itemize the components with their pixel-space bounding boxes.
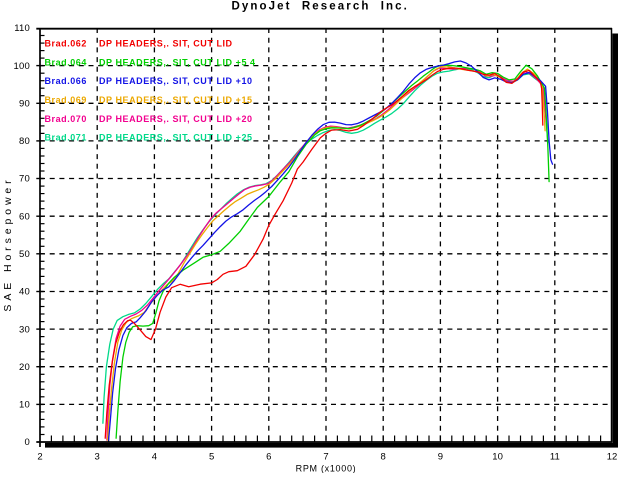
svg-text:3: 3 [95,452,100,463]
svg-text:DynoJet Research Inc.: DynoJet Research Inc. [232,1,409,13]
svg-text:4: 4 [152,452,157,463]
svg-text:12: 12 [607,452,618,463]
svg-text:Brad.070: Brad.070 [45,114,87,124]
svg-text:SAE Horsepower: SAE Horsepower [2,176,14,311]
svg-text:Brad.069: Brad.069 [45,95,87,105]
svg-text:10: 10 [19,400,30,411]
svg-text:RPM (x1000): RPM (x1000) [296,463,357,473]
svg-text:Brad.062: Brad.062 [45,39,87,49]
svg-text:Brad.064: Brad.064 [45,57,87,67]
svg-text:40: 40 [19,287,30,298]
svg-text:2: 2 [37,452,42,463]
svg-text:5: 5 [209,452,214,463]
svg-text:0: 0 [25,437,30,448]
svg-text:11: 11 [550,452,560,463]
svg-text:DP HEADERS,. SIT, CUT LID +25: DP HEADERS,. SIT, CUT LID +25 [99,133,253,143]
svg-text:DP HEADERS,. SIT, CUT LID +10: DP HEADERS,. SIT, CUT LID +10 [99,76,253,86]
svg-text:Brad.071: Brad.071 [45,133,87,143]
svg-text:60: 60 [19,211,30,222]
svg-text:9: 9 [438,452,443,463]
svg-text:10: 10 [492,452,503,463]
svg-text:50: 50 [19,249,30,260]
svg-text:DP HEADERS,. SIT, CUT LID: DP HEADERS,. SIT, CUT LID [99,39,233,49]
svg-text:DP HEADERS,. SIT, CUT LID +5 4: DP HEADERS,. SIT, CUT LID +5 4 [99,57,256,67]
svg-text:100: 100 [14,61,30,72]
svg-text:80: 80 [19,136,30,147]
svg-text:6: 6 [266,452,271,463]
svg-text:30: 30 [19,324,30,335]
svg-text:7: 7 [323,452,328,463]
svg-text:Brad.066: Brad.066 [45,76,87,86]
svg-text:70: 70 [19,174,30,185]
svg-text:DP HEADERS,. SIT, CUT LID +20: DP HEADERS,. SIT, CUT LID +20 [99,114,253,124]
svg-text:110: 110 [14,23,30,34]
svg-text:8: 8 [381,452,386,463]
svg-text:90: 90 [19,99,30,110]
svg-text:DP HEADERS,. SIT, CUT LID +15: DP HEADERS,. SIT, CUT LID +15 [99,95,253,105]
svg-text:20: 20 [19,362,30,373]
